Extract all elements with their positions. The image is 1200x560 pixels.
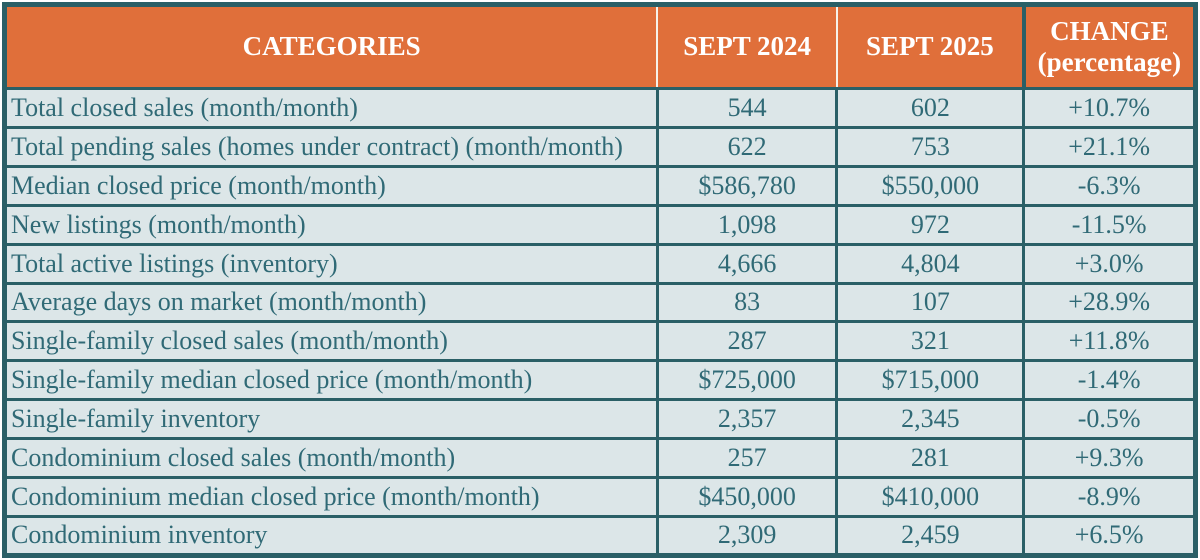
sept-2025-cell: 107 xyxy=(835,281,1026,324)
table-row: Total closed sales (month/month) 544 602… xyxy=(3,87,1197,129)
header-sept-2024: SEPT 2024 xyxy=(656,3,838,90)
header-row: CATEGORIES SEPT 2024 SEPT 2025 CHANGE (p… xyxy=(3,3,1197,90)
sept-2025-cell: $715,000 xyxy=(835,359,1026,402)
table-row: Total pending sales (homes under contrac… xyxy=(3,125,1197,168)
sept-2025-cell: $410,000 xyxy=(835,476,1026,518)
sept-2024-cell: 2,357 xyxy=(655,398,839,441)
change-cell: +6.5% xyxy=(1022,514,1197,558)
sept-2025-cell: 321 xyxy=(835,320,1026,363)
header-change: CHANGE (percentage) xyxy=(1021,3,1197,90)
sept-2024-cell: 287 xyxy=(655,320,839,363)
sept-2024-cell: 1,098 xyxy=(655,203,839,246)
table-row: Median closed price (month/month) $586,7… xyxy=(3,164,1197,207)
category-cell: Single-family inventory xyxy=(3,398,659,441)
table-row: Condominium closed sales (month/month) 2… xyxy=(3,437,1197,480)
sept-2025-cell: 281 xyxy=(835,437,1026,480)
sept-2024-cell: $725,000 xyxy=(655,359,839,402)
change-cell: -6.3% xyxy=(1022,164,1197,207)
change-cell: +28.9% xyxy=(1022,281,1197,324)
category-cell: Condominium closed sales (month/month) xyxy=(3,437,659,480)
category-cell: Single-family median closed price (month… xyxy=(3,359,659,402)
category-cell: Average days on market (month/month) xyxy=(3,281,659,324)
change-cell: +11.8% xyxy=(1022,320,1197,363)
sept-2025-cell: 972 xyxy=(835,203,1026,246)
sept-2024-cell: 4,666 xyxy=(655,242,839,285)
category-cell: New listings (month/month) xyxy=(3,203,659,246)
header-change-label: CHANGE xyxy=(1050,15,1169,46)
table-row: Condominium inventory 2,309 2,459 +6.5% xyxy=(3,514,1197,558)
table-row: Average days on market (month/month) 83 … xyxy=(3,281,1197,324)
sept-2025-cell: 2,459 xyxy=(835,514,1026,558)
table-header: CATEGORIES SEPT 2024 SEPT 2025 CHANGE (p… xyxy=(3,3,1197,90)
change-cell: -1.4% xyxy=(1022,359,1197,402)
table-row: Single-family closed sales (month/month)… xyxy=(3,320,1197,363)
header-categories: CATEGORIES xyxy=(3,3,659,90)
table-row: Condominium median closed price (month/m… xyxy=(3,476,1197,518)
table-body: Total closed sales (month/month) 544 602… xyxy=(3,87,1197,558)
sept-2024-cell: $586,780 xyxy=(655,164,839,207)
sept-2025-cell: 2,345 xyxy=(835,398,1026,441)
category-cell: Single-family closed sales (month/month) xyxy=(3,320,659,363)
sept-2024-cell: 622 xyxy=(655,125,839,168)
change-cell: +10.7% xyxy=(1022,87,1197,129)
sept-2024-cell: 544 xyxy=(655,87,839,129)
sept-2025-cell: 4,804 xyxy=(835,242,1026,285)
category-cell: Condominium median closed price (month/m… xyxy=(3,476,659,518)
sept-2024-cell: 257 xyxy=(655,437,839,480)
change-cell: +3.0% xyxy=(1022,242,1197,285)
change-cell: -11.5% xyxy=(1022,203,1197,246)
sept-2025-cell: 602 xyxy=(835,87,1026,129)
header-change-sublabel: (percentage) xyxy=(1037,47,1182,77)
change-cell: -8.9% xyxy=(1022,476,1197,518)
header-sept-2025: SEPT 2025 xyxy=(835,3,1026,90)
table-row: Single-family median closed price (month… xyxy=(3,359,1197,402)
sept-2024-cell: 83 xyxy=(655,281,839,324)
category-cell: Total active listings (inventory) xyxy=(3,242,659,285)
sept-2025-cell: 753 xyxy=(835,125,1026,168)
table-row: Total active listings (inventory) 4,666 … xyxy=(3,242,1197,285)
category-cell: Median closed price (month/month) xyxy=(3,164,659,207)
change-cell: +9.3% xyxy=(1022,437,1197,480)
table-row: Single-family inventory 2,357 2,345 -0.5… xyxy=(3,398,1197,441)
sept-2024-cell: $450,000 xyxy=(655,476,839,518)
sept-2025-cell: $550,000 xyxy=(835,164,1026,207)
sept-2024-cell: 2,309 xyxy=(655,514,839,558)
category-cell: Condominium inventory xyxy=(3,514,659,558)
category-cell: Total closed sales (month/month) xyxy=(3,87,659,129)
category-cell: Total pending sales (homes under contrac… xyxy=(3,125,659,168)
change-cell: -0.5% xyxy=(1022,398,1197,441)
change-cell: +21.1% xyxy=(1022,125,1197,168)
table-row: New listings (month/month) 1,098 972 -11… xyxy=(3,203,1197,246)
